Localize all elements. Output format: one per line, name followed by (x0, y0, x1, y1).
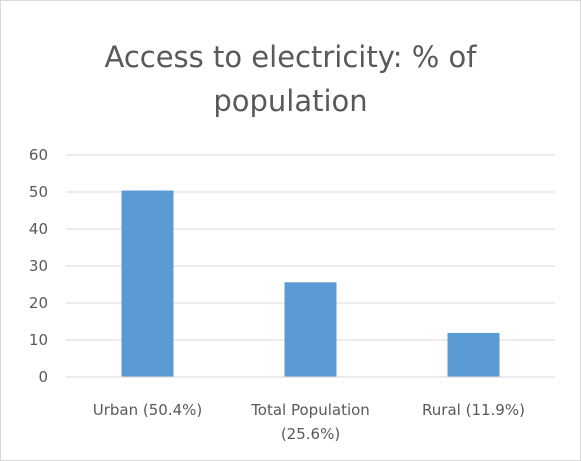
y-tick-label-0: 0 (38, 368, 48, 386)
x-category-label-line: (25.6%) (281, 425, 340, 443)
y-tick-label-50: 50 (29, 183, 48, 201)
bar-1 (121, 190, 174, 377)
y-tick-label-20: 20 (29, 294, 48, 312)
y-tick-label-40: 40 (29, 220, 48, 238)
x-category-label-2: Total Population (25.6%) (250, 401, 370, 443)
y-tick-label-30: 30 (29, 257, 48, 275)
x-category-label-1: Urban (50.4%) (93, 401, 203, 419)
y-tick-label-60: 60 (29, 146, 48, 164)
x-category-label-3: Rural (11.9%) (422, 401, 525, 419)
x-category-label-line: Total Population (250, 401, 370, 419)
bar-2 (284, 282, 337, 377)
x-category-label-line: Urban (50.4%) (93, 401, 203, 419)
chart-title-line-1: Access to electricity: % of (104, 40, 477, 74)
bar-3 (447, 332, 500, 377)
x-category-label-line: Rural (11.9%) (422, 401, 525, 419)
chart-title: Access to electricity: % of population (1, 35, 580, 123)
chart-title-line-2: population (213, 84, 368, 118)
y-tick-label-10: 10 (29, 331, 48, 349)
